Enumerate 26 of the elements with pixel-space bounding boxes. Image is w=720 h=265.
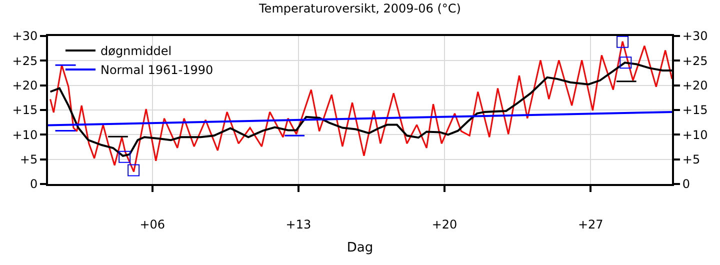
y-tick-label: 0 [30,177,38,192]
legend-label: døgnmiddel [100,44,172,58]
y2-tick-label: +15 [682,103,708,118]
x-tick-label: +20 [432,217,458,232]
y-tick-label: +10 [12,128,38,142]
x-axis-title: Dag [346,240,374,256]
point [128,164,140,176]
x-tick-label: +27 [578,217,604,232]
x-tick-label: +06 [140,217,166,232]
y2-tick-label: +5 [682,152,700,167]
y2-tick-label: +25 [682,54,708,68]
y-tick-label: +5 [20,152,38,167]
point [616,36,629,48]
y-tick-label: +25 [12,54,38,68]
legend-label: Normal 1961-1990 [100,63,214,78]
y-tick-label: +30 [12,29,38,44]
y-tick-label: +15 [12,103,38,118]
x-tick-label: +13 [286,217,312,232]
y2-tick-label: +30 [682,29,708,44]
point [118,150,131,163]
point [620,56,632,69]
y2-tick-label: +10 [682,128,708,142]
y-tick-label: +20 [12,78,38,93]
y2-tick-label: +20 [682,78,708,93]
chart-title: Temperaturoversikt, 2009-06 (°C) [258,1,461,16]
y2-tick-label: 0 [682,177,690,192]
